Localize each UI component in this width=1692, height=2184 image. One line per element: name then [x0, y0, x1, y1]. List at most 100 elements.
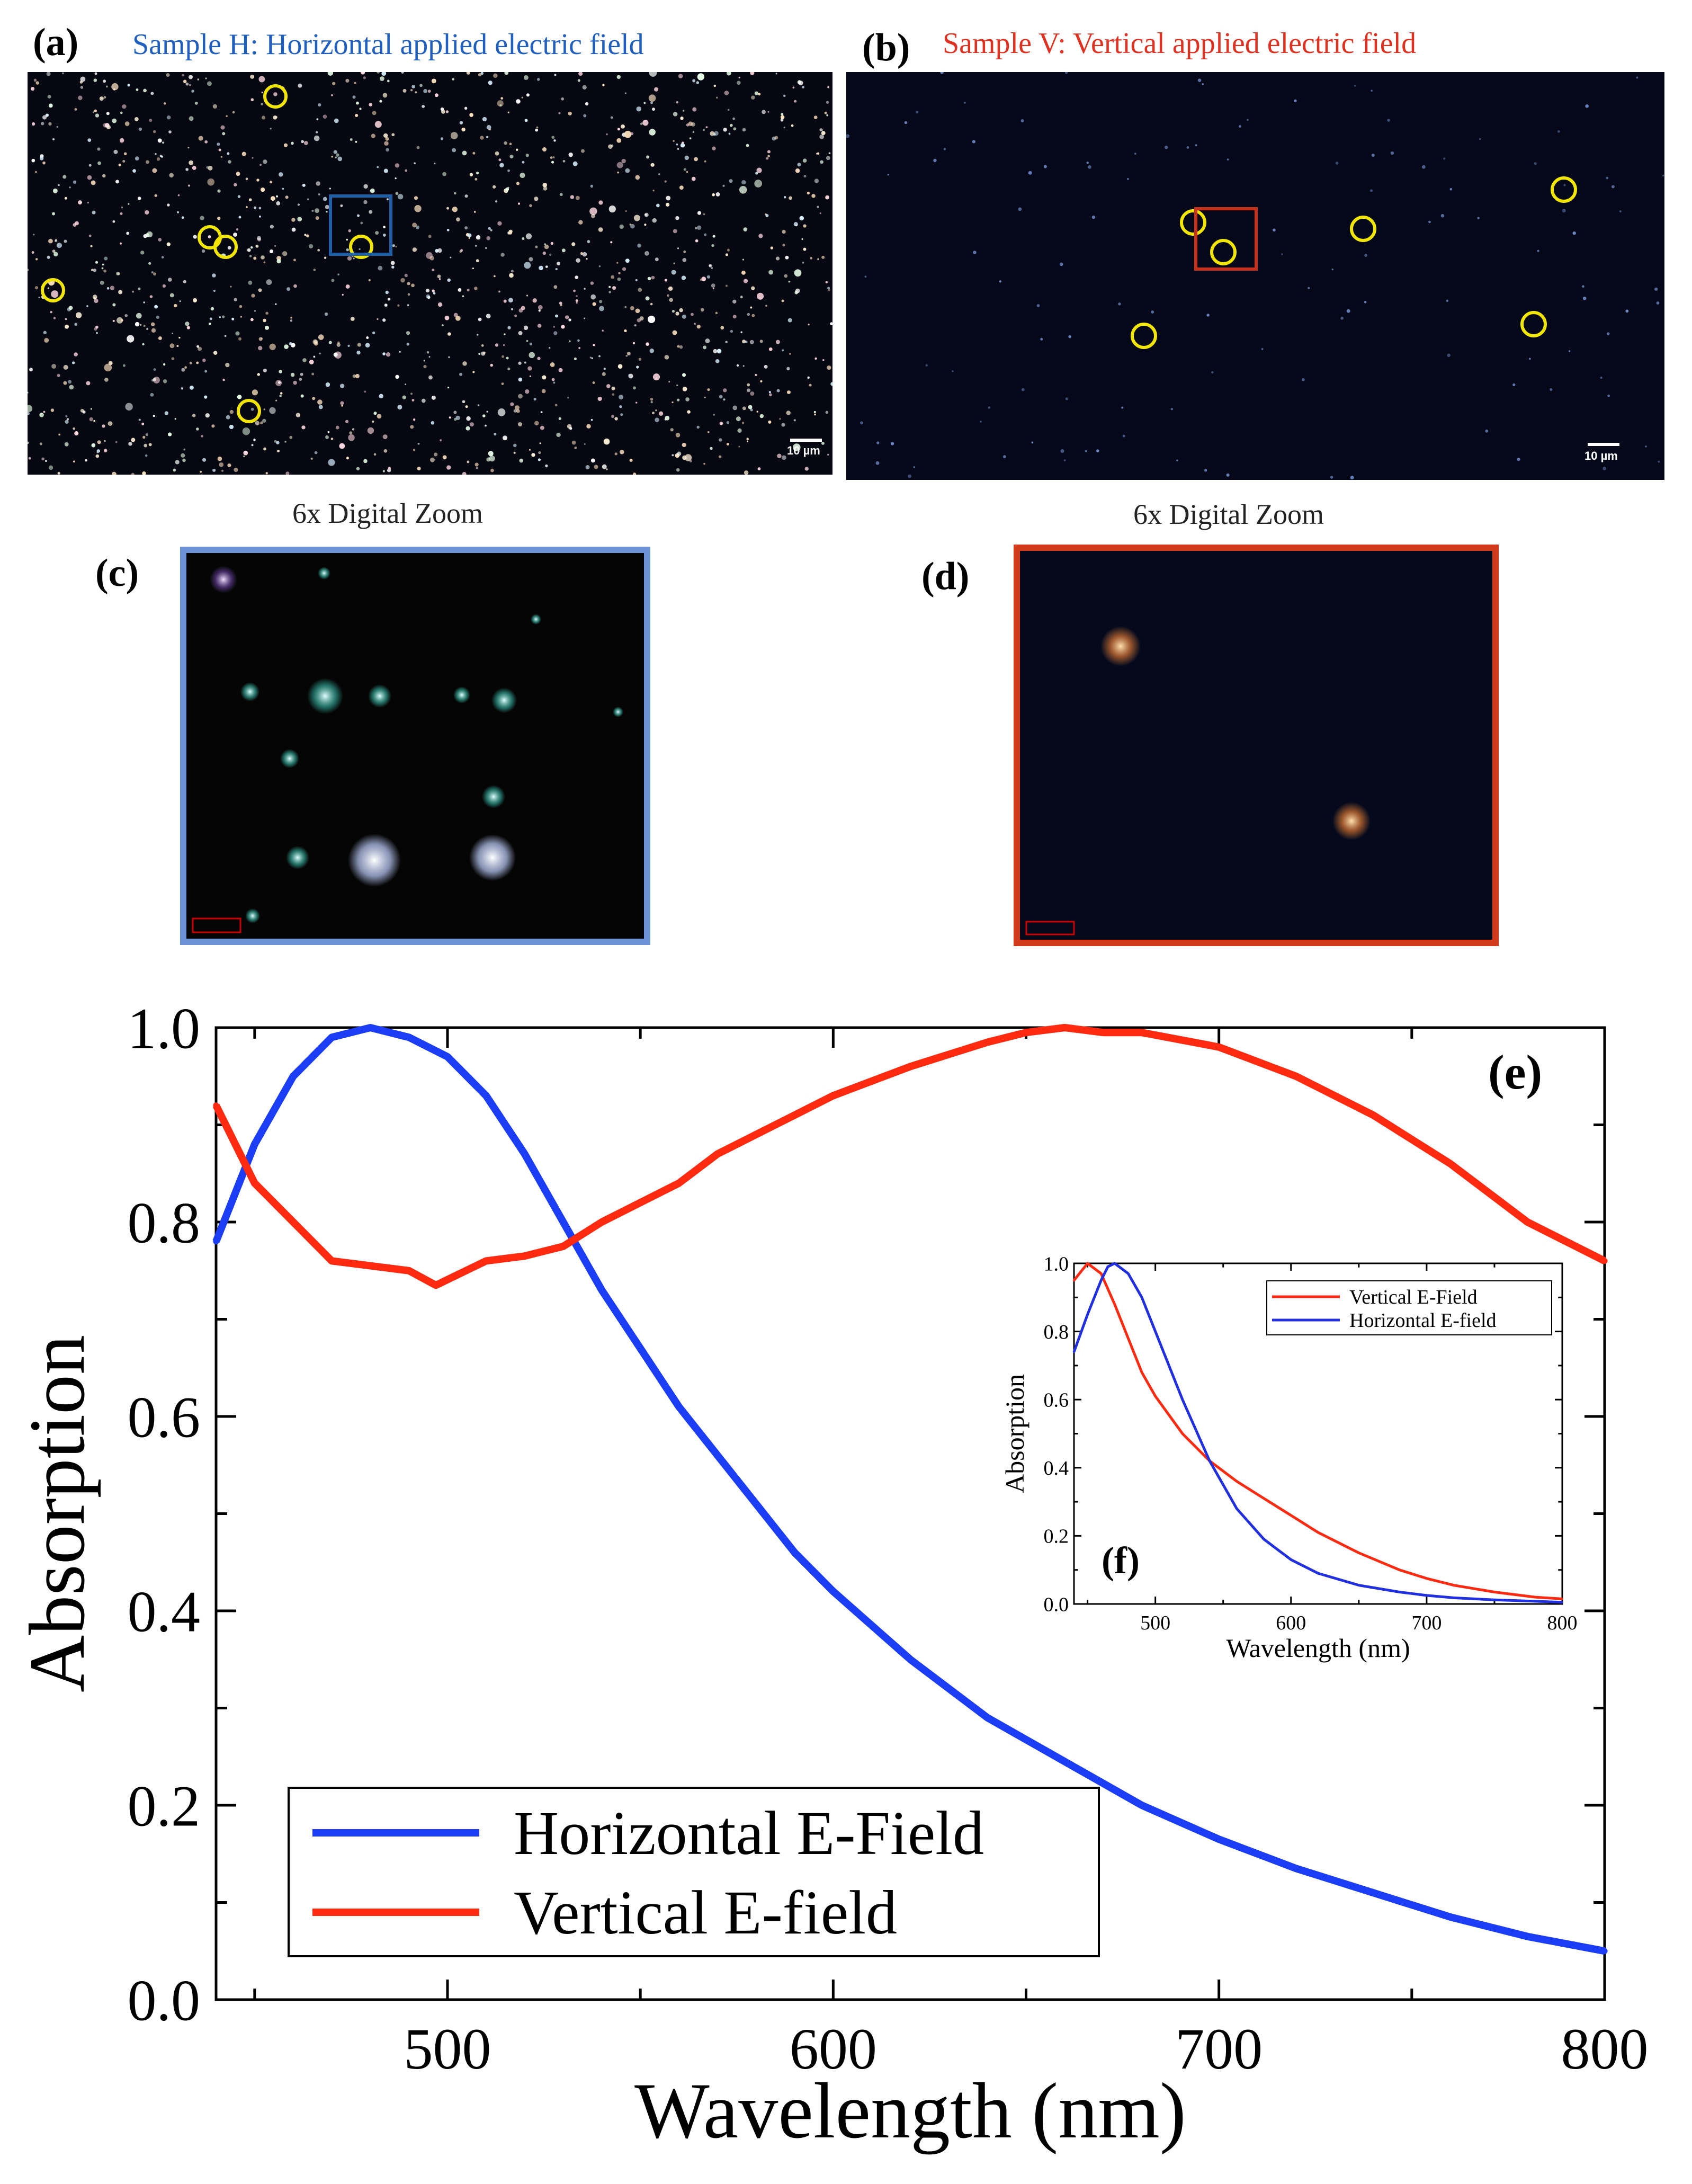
nanoparticle-spot: [410, 425, 414, 429]
nanoparticle-spot: [679, 185, 684, 190]
nanoparticle-spot: [680, 117, 684, 120]
nanoparticle-spot: [248, 198, 252, 202]
nanoparticle-spot: [185, 82, 189, 86]
nanoparticle-spot: [629, 458, 633, 462]
nanoparticle-spot: [522, 161, 525, 164]
nanoparticle-spot: [345, 78, 350, 83]
nanoparticle-spot: [742, 422, 745, 424]
nanoparticle-spot: [433, 292, 436, 295]
nanoparticle-spot: [172, 332, 174, 334]
nanoparticle-spot: [575, 299, 578, 302]
nanoparticle-spot: [784, 274, 788, 278]
nanoparticle-spot: [391, 133, 395, 137]
nanoparticle-spot: [616, 138, 622, 143]
nanoparticle-spot: [47, 95, 51, 99]
nanoparticle-spot: [442, 172, 446, 176]
nanoparticle-spot: [590, 294, 596, 300]
nanoparticle-spot: [682, 455, 687, 460]
nanoparticle-spot: [692, 79, 696, 83]
nanoparticle-spot: [635, 279, 638, 281]
nanoparticle-spot: [258, 345, 263, 351]
panel-label-d: (d): [921, 555, 970, 598]
nanoparticle-spot: [729, 123, 733, 127]
nanoparticle-spot: [183, 280, 186, 283]
nanoparticle-spot: [682, 314, 686, 319]
nanoparticle-spot: [606, 384, 611, 388]
nanoparticle-spot: [118, 290, 123, 295]
zoom-caption-d: 6x Digital Zoom: [1133, 498, 1324, 530]
nanoparticle-spot: [434, 162, 436, 165]
nanoparticle-spot: [225, 362, 230, 368]
nanoparticle-spot: [475, 177, 478, 181]
main-data-point: [1100, 1029, 1106, 1036]
nanoparticle-spot: [333, 150, 337, 154]
nanoparticle-spot: [791, 124, 794, 127]
nanoparticle-spot: [1003, 455, 1006, 458]
nanoparticle-spot: [535, 245, 538, 248]
main-y-tick-label: 0.0: [128, 1968, 201, 2033]
nanoparticle-spot: [802, 86, 804, 88]
main-y-tick-label: 0.8: [128, 1191, 201, 1255]
nanoparticle-spot: [644, 251, 649, 256]
nanoparticle-spot: [538, 458, 541, 461]
nanoparticle-spot: [213, 289, 216, 292]
nanoparticle-spot: [781, 113, 784, 116]
nanoparticle-spot: [744, 470, 749, 475]
nanoparticle-spot: [782, 229, 786, 234]
nanoparticle-spot: [777, 453, 782, 459]
nanoparticle-spot: [34, 286, 39, 290]
nanoparticle-spot: [740, 296, 743, 299]
main-data-point: [984, 1039, 991, 1046]
nanoparticle-spot: [644, 212, 649, 217]
nanoparticle-spot: [317, 248, 320, 252]
nanoparticle-spot: [31, 251, 34, 254]
nanoparticle-spot: [348, 434, 355, 441]
nanoparticle-spot: [151, 328, 156, 333]
nanoparticle-spot: [185, 322, 190, 326]
nanoparticle-spot: [112, 220, 115, 223]
nanoparticle-spot: [276, 441, 280, 444]
nanoparticle-spot: [482, 351, 486, 354]
nanoparticle-spot: [318, 567, 330, 580]
nanoparticle-spot: [553, 139, 556, 142]
nanoparticle-spot: [162, 141, 164, 144]
nanoparticle-spot: [349, 431, 353, 435]
nanoparticle-spot: [219, 316, 221, 318]
highlight-circle: [1551, 176, 1577, 203]
nanoparticle-spot: [586, 257, 588, 260]
nanoparticle-spot: [599, 300, 603, 304]
nanoparticle-spot: [656, 203, 660, 208]
nanoparticle-spot: [725, 341, 728, 343]
nanoparticle-spot: [95, 113, 100, 118]
nanoparticle-spot: [427, 296, 431, 299]
nanoparticle-spot: [359, 108, 362, 110]
nanoparticle-spot: [701, 277, 706, 281]
nanoparticle-spot: [821, 255, 825, 259]
inset-legend-label: Vertical E-Field: [1349, 1286, 1478, 1308]
main-data-point: [213, 1102, 219, 1109]
nanoparticle-spot: [718, 455, 722, 458]
nanoparticle-spot: [333, 352, 338, 357]
inset-data-point: [1317, 1531, 1319, 1534]
nanoparticle-spot: [672, 309, 675, 313]
nanoparticle-spot: [486, 411, 488, 413]
nanoparticle-spot: [467, 460, 470, 463]
nanoparticle-spot: [776, 389, 780, 393]
nanoparticle-spot: [314, 342, 318, 346]
nanoparticle-spot: [728, 132, 731, 135]
nanoparticle-spot: [794, 100, 797, 103]
inset-x-axis-title: Wavelength (nm): [1226, 1633, 1410, 1663]
nanoparticle-spot: [263, 159, 267, 164]
nanoparticle-spot: [700, 279, 702, 281]
nanoparticle-spot: [318, 405, 323, 409]
nanoparticle-spot: [331, 279, 335, 282]
highlight-circle: [213, 235, 238, 259]
nanoparticle-spot: [754, 180, 763, 188]
nanoparticle-spot: [136, 88, 139, 91]
nanoparticle-spot: [383, 133, 388, 138]
nanoparticle-spot: [71, 361, 75, 364]
inset-data-point: [1263, 1497, 1265, 1500]
nanoparticle-spot: [312, 397, 316, 400]
highlight-circle: [1131, 323, 1157, 349]
nanoparticle-spot: [786, 411, 791, 415]
